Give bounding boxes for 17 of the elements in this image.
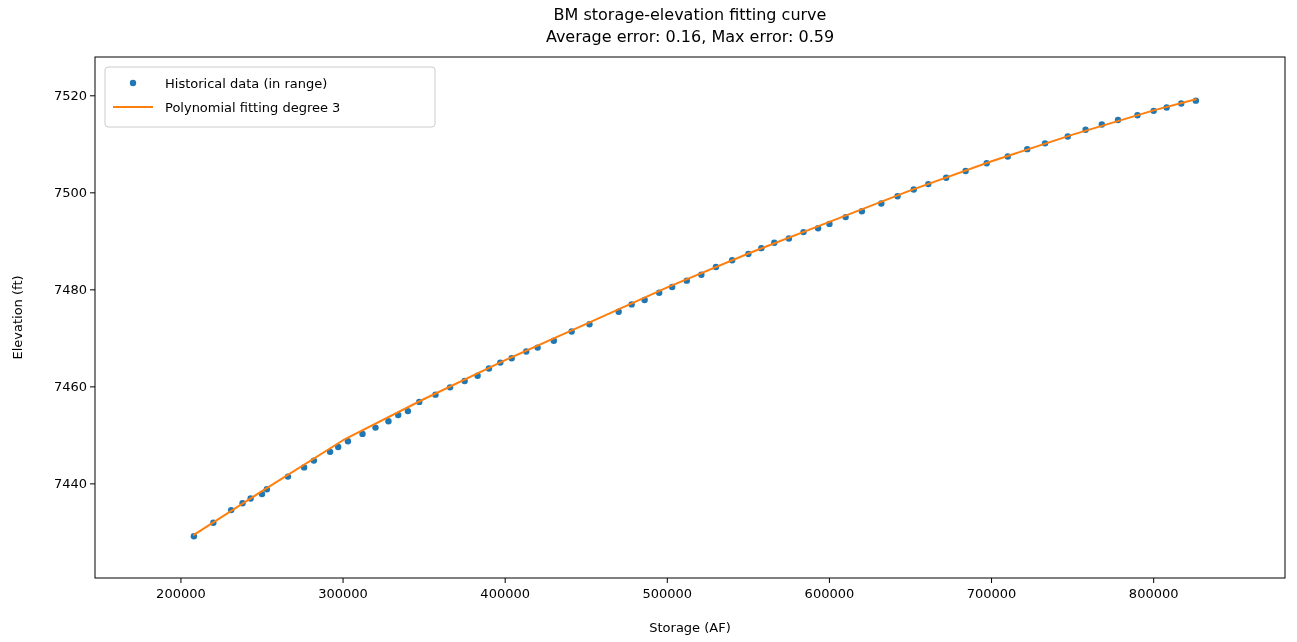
legend-label: Polynomial fitting degree 3 [165, 99, 341, 115]
x-tick-label: 400000 [480, 586, 530, 601]
y-tick-label: 7460 [53, 379, 87, 395]
y-tick-label: 7480 [53, 282, 87, 298]
x-axis-title: Storage (AF) [649, 620, 731, 635]
x-tick-label: 300000 [318, 586, 368, 601]
y-tick-label: 7500 [53, 185, 87, 201]
legend-label: Historical data (in range) [165, 75, 328, 91]
y-axis-title: Elevation (ft) [10, 275, 25, 360]
x-tick-label: 500000 [642, 586, 693, 601]
y-tick-label: 7440 [53, 476, 87, 492]
chart-title: BM storage-elevation fitting curve Average error: 0.16, Max error: 0.59 [545, 5, 835, 46]
y-tick-label: 7520 [53, 88, 87, 104]
x-tick-label: 200000 [156, 586, 206, 601]
x-tick-label: 600000 [804, 586, 855, 601]
x-tick-label: 800000 [1128, 586, 1179, 601]
x-tick-label: 700000 [966, 586, 1017, 601]
